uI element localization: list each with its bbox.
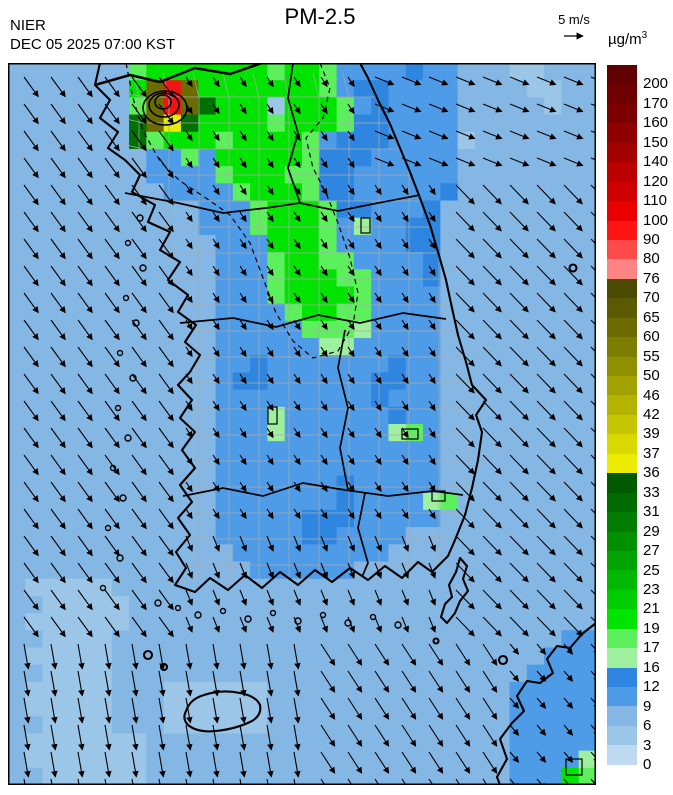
colorbar-tick-label: 3	[643, 736, 652, 754]
colorbar-segment	[607, 745, 637, 765]
colorbar-tick-label: 46	[643, 386, 660, 404]
colorbar-tick-label: 80	[643, 250, 660, 268]
colorbar-tick-label: 19	[643, 619, 660, 637]
page-title: PM-2.5	[284, 4, 356, 29]
unit-label: µg/m3	[608, 30, 648, 48]
dmz-border	[94, 61, 263, 87]
colorbar-segment	[607, 337, 637, 357]
colorbar-tick-label: 76	[643, 269, 660, 287]
colorbar-tick-label: 6	[643, 717, 652, 735]
concentration-map	[8, 61, 611, 795]
colorbar-tick-label: 140	[643, 153, 669, 171]
colorbar-tick-label: 39	[643, 425, 660, 443]
islet	[142, 649, 154, 661]
header-block: NIER DEC 05 2025 07:00 KST	[10, 16, 175, 54]
wind-speed-label: 5 m/s	[558, 12, 590, 27]
colorbar-tick-label: 31	[643, 503, 660, 521]
pm25-grid-layer	[8, 63, 597, 786]
colorbar-tick-label: 60	[643, 328, 660, 346]
colorbar-tick-label: 27	[643, 542, 660, 560]
tsushima-island	[439, 556, 470, 625]
colorbar-tick-label: 36	[643, 464, 660, 482]
wind-vectors-layer	[23, 76, 611, 795]
colorbar-segment	[607, 589, 637, 610]
colorbar-tick-label: 70	[643, 289, 660, 307]
agency-label: NIER	[10, 17, 46, 34]
colorbar-tick-label: 42	[643, 406, 660, 423]
colorbar-tick-label: 55	[643, 347, 660, 365]
colorbar-segment	[607, 181, 637, 202]
colorbar-tick-label: 50	[643, 367, 660, 385]
colorbar-segment	[607, 356, 637, 376]
colorbar-segment	[607, 123, 637, 143]
colorbar-tick-label: 23	[643, 581, 660, 598]
colorbar-segment	[607, 395, 637, 415]
colorbar-tick-label: 110	[643, 192, 667, 210]
map-frame	[8, 63, 596, 785]
colorbar-tick-label: 170	[643, 94, 669, 112]
colorbar-segment	[607, 609, 637, 629]
colorbar-segment	[607, 84, 637, 104]
colorbar-segment	[607, 453, 637, 474]
colorbar-tick-label: 160	[643, 114, 669, 132]
colorbar-tick-label: 120	[643, 172, 669, 190]
colorbar-tick-label: 0	[643, 756, 652, 773]
colorbar-segment	[607, 201, 637, 221]
colorbar-tick-label: 90	[643, 231, 660, 248]
islet	[432, 637, 440, 645]
colorbar-tick-label: 12	[643, 678, 660, 696]
colorbar-tick-label: 100	[643, 211, 669, 229]
ulleungdo-island	[568, 263, 578, 273]
colorbar	[607, 65, 637, 765]
colorbar-tick-label: 9	[643, 697, 652, 715]
colorbar-segment	[607, 531, 637, 551]
colorbar-segment	[607, 706, 637, 726]
colorbar-tick-label: 37	[643, 444, 660, 462]
colorbar-tick-label: 21	[643, 600, 660, 618]
colorbar-segment	[607, 65, 637, 85]
colorbar-segment	[607, 239, 637, 260]
colorbar-tick-label: 33	[643, 483, 660, 501]
colorbar-tick-label: 65	[643, 308, 660, 326]
colorbar-segment	[607, 103, 637, 124]
datetime-label: DEC 05 2025 07:00 KST	[10, 36, 176, 53]
jeju-island	[183, 690, 262, 733]
colorbar-tick-label: 200	[643, 75, 669, 93]
colorbar-segment	[607, 628, 637, 649]
wind-reference-arrow-icon	[564, 32, 584, 40]
colorbar-tick-label: 25	[643, 561, 660, 579]
colorbar-segment	[607, 376, 637, 396]
colorbar-segment	[607, 687, 637, 707]
map-canvas	[8, 61, 611, 795]
colorbar-tick-label: 29	[643, 522, 660, 540]
colorbar-segment	[607, 492, 637, 513]
coastline	[93, 61, 597, 786]
colorbar-tick-label: 17	[643, 639, 660, 657]
colorbar-segment	[607, 725, 637, 746]
colorbar-segment	[607, 317, 637, 338]
colorbar-segment	[607, 278, 637, 299]
colorbar-segment	[607, 298, 637, 318]
colorbar-segment	[607, 550, 637, 571]
colorbar-segment	[607, 142, 637, 163]
province-boundaries	[124, 62, 464, 578]
plume-dashed-contour	[125, 62, 359, 359]
colorbar-segment	[607, 512, 637, 532]
colorbar-segment	[607, 220, 637, 240]
colorbar-segment	[607, 570, 637, 590]
islet	[497, 654, 509, 666]
colorbar-segment	[607, 434, 637, 454]
mainland-coastline	[93, 62, 488, 594]
colorbar-tick-label: 16	[643, 658, 660, 676]
colorbar-segment	[607, 259, 637, 279]
kyushu-coast	[495, 622, 597, 786]
colorbar-segment	[607, 648, 637, 668]
colorbar-segment	[607, 667, 637, 687]
colorbar-segment	[607, 414, 637, 435]
colorbar-labels: 200 170 160 150 140 120 110 100 90 80 76 70 65 60 55 50…	[643, 65, 673, 773]
colorbar-segment	[607, 162, 637, 182]
colorbar-segment	[607, 473, 637, 493]
colorbar-tick-label: 150	[643, 133, 669, 151]
